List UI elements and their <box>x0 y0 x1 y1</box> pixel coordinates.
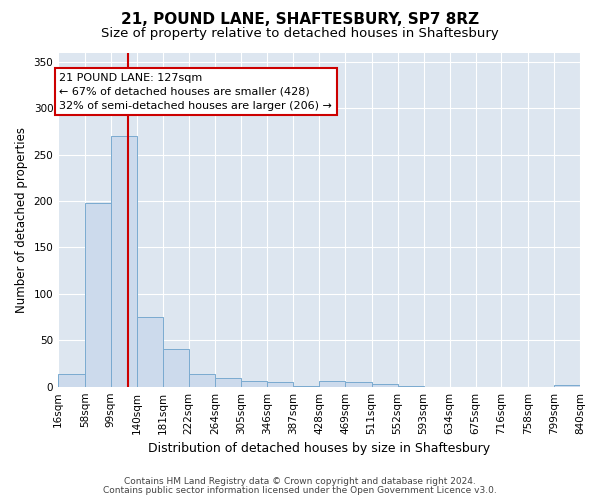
Bar <box>319 381 345 386</box>
Y-axis label: Number of detached properties: Number of detached properties <box>15 126 28 312</box>
Bar <box>554 385 580 386</box>
Text: Contains public sector information licensed under the Open Government Licence v3: Contains public sector information licen… <box>103 486 497 495</box>
Bar <box>241 381 267 386</box>
Bar <box>267 382 293 386</box>
Bar <box>58 374 85 386</box>
Text: 21, POUND LANE, SHAFTESBURY, SP7 8RZ: 21, POUND LANE, SHAFTESBURY, SP7 8RZ <box>121 12 479 28</box>
Bar <box>163 348 188 387</box>
Bar <box>111 136 137 386</box>
Text: Size of property relative to detached houses in Shaftesbury: Size of property relative to detached ho… <box>101 28 499 40</box>
Bar <box>215 378 241 386</box>
Bar <box>137 317 163 386</box>
Bar <box>345 382 371 386</box>
Bar <box>371 384 398 386</box>
Bar <box>188 374 215 386</box>
Text: 21 POUND LANE: 127sqm
← 67% of detached houses are smaller (428)
32% of semi-det: 21 POUND LANE: 127sqm ← 67% of detached … <box>59 73 332 111</box>
X-axis label: Distribution of detached houses by size in Shaftesbury: Distribution of detached houses by size … <box>148 442 490 455</box>
Text: Contains HM Land Registry data © Crown copyright and database right 2024.: Contains HM Land Registry data © Crown c… <box>124 477 476 486</box>
Bar <box>85 203 111 386</box>
